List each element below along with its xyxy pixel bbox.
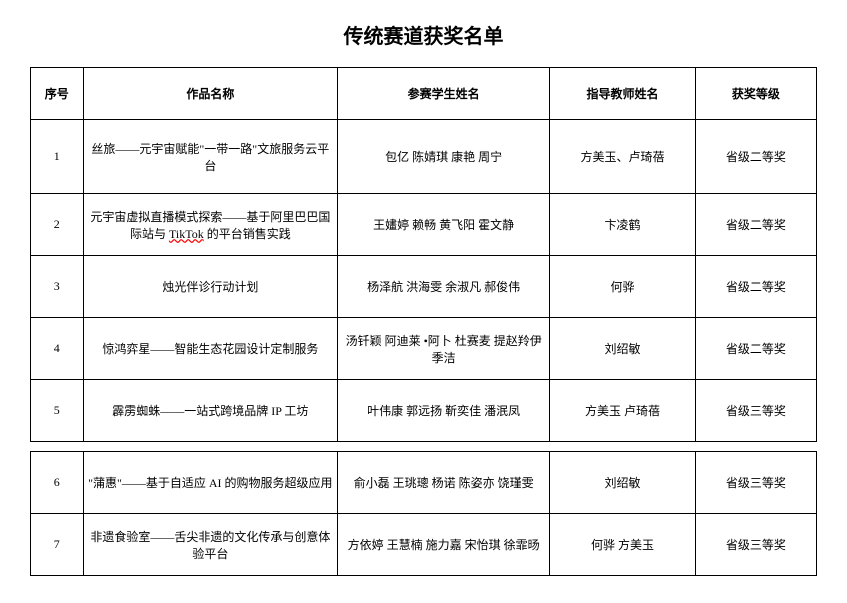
cell-seq: 1 — [31, 120, 84, 194]
cell-seq: 4 — [31, 318, 84, 380]
cell-name: 烛光伴诊行动计划 — [83, 256, 338, 318]
cell-award: 省级二等奖 — [695, 194, 816, 256]
cell-teacher: 方美玉 卢琦蓓 — [550, 380, 695, 442]
cell-name: "蒲惠"——基于自适应 AI 的购物服务超级应用 — [83, 452, 338, 514]
cell-name: 元宇宙虚拟直播模式探索——基于阿里巴巴国际站与 TikTok 的平台销售实践 — [83, 194, 338, 256]
cell-award: 省级二等奖 — [695, 120, 816, 194]
cell-award: 省级三等奖 — [695, 380, 816, 442]
spellcheck-mark: TikTok — [169, 227, 204, 241]
table-row: 5霹雳蜘蛛——一站式跨境品牌 IP 工坊叶伟康 郭远扬 靳奕佳 潘泯凤方美玉 卢… — [31, 380, 817, 442]
cell-seq: 5 — [31, 380, 84, 442]
col-header-seq: 序号 — [31, 68, 84, 120]
table-row: 1丝旅——元宇宙赋能"一带一路"文旅服务云平台包亿 陈婧琪 康艳 周宁方美玉、卢… — [31, 120, 817, 194]
col-header-students: 参赛学生姓名 — [338, 68, 550, 120]
page-title: 传统赛道获奖名单 — [30, 20, 817, 49]
cell-teacher: 方美玉、卢琦蓓 — [550, 120, 695, 194]
cell-students: 杨泽航 洪海雯 余淑凡 郝俊伟 — [338, 256, 550, 318]
cell-seq: 3 — [31, 256, 84, 318]
cell-students: 王嫿婷 赖畅 黄飞阳 霍文静 — [338, 194, 550, 256]
cell-students: 方依婷 王慧楠 施力嘉 宋怡琪 徐霏旸 — [338, 514, 550, 576]
cell-name: 非遗食验室——舌尖非遗的文化传承与创意体验平台 — [83, 514, 338, 576]
cell-award: 省级二等奖 — [695, 318, 816, 380]
col-header-award: 获奖等级 — [695, 68, 816, 120]
cell-students: 包亿 陈婧琪 康艳 周宁 — [338, 120, 550, 194]
table-row: 3烛光伴诊行动计划杨泽航 洪海雯 余淑凡 郝俊伟何骅省级二等奖 — [31, 256, 817, 318]
table-row: 2元宇宙虚拟直播模式探索——基于阿里巴巴国际站与 TikTok 的平台销售实践王… — [31, 194, 817, 256]
awards-table: 序号 作品名称 参赛学生姓名 指导教师姓名 获奖等级 1丝旅——元宇宙赋能"一带… — [30, 67, 817, 576]
table-row: 6"蒲惠"——基于自适应 AI 的购物服务超级应用俞小磊 王珧璁 杨诺 陈姿亦 … — [31, 452, 817, 514]
cell-name: 丝旅——元宇宙赋能"一带一路"文旅服务云平台 — [83, 120, 338, 194]
cell-name: 惊鸿弈星——智能生态花园设计定制服务 — [83, 318, 338, 380]
cell-teacher: 刘绍敏 — [550, 318, 695, 380]
cell-teacher: 何骅 — [550, 256, 695, 318]
col-header-teacher: 指导教师姓名 — [550, 68, 695, 120]
table-row: 7非遗食验室——舌尖非遗的文化传承与创意体验平台方依婷 王慧楠 施力嘉 宋怡琪 … — [31, 514, 817, 576]
cell-students: 叶伟康 郭远扬 靳奕佳 潘泯凤 — [338, 380, 550, 442]
gap-cell — [31, 442, 817, 452]
col-header-name: 作品名称 — [83, 68, 338, 120]
cell-award: 省级三等奖 — [695, 452, 816, 514]
cell-seq: 7 — [31, 514, 84, 576]
table-header-row: 序号 作品名称 参赛学生姓名 指导教师姓名 获奖等级 — [31, 68, 817, 120]
cell-teacher: 何骅 方美玉 — [550, 514, 695, 576]
cell-students: 俞小磊 王珧璁 杨诺 陈姿亦 饶瑾雯 — [338, 452, 550, 514]
cell-teacher: 卞凌鹤 — [550, 194, 695, 256]
cell-teacher: 刘绍敏 — [550, 452, 695, 514]
cell-seq: 6 — [31, 452, 84, 514]
cell-students: 汤钎颖 阿迪莱 •阿卜 杜赛麦 提赵羚伊 季洁 — [338, 318, 550, 380]
cell-award: 省级三等奖 — [695, 514, 816, 576]
cell-name: 霹雳蜘蛛——一站式跨境品牌 IP 工坊 — [83, 380, 338, 442]
cell-seq: 2 — [31, 194, 84, 256]
table-gap-row — [31, 442, 817, 452]
cell-award: 省级二等奖 — [695, 256, 816, 318]
table-row: 4惊鸿弈星——智能生态花园设计定制服务汤钎颖 阿迪莱 •阿卜 杜赛麦 提赵羚伊 … — [31, 318, 817, 380]
